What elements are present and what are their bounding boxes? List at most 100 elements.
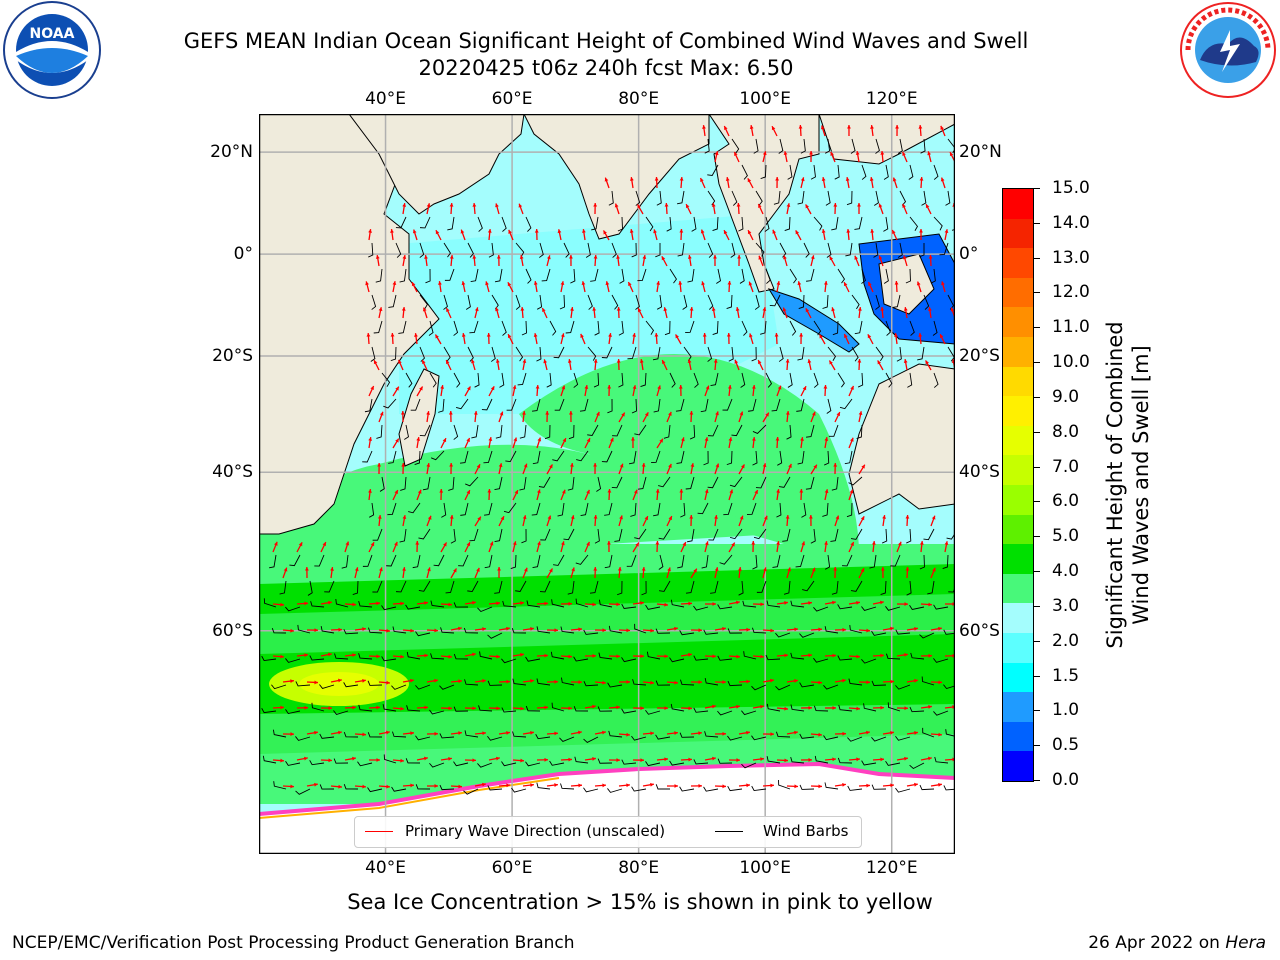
wave-arrow-head [496, 706, 500, 711]
wave-arrow-head [544, 757, 548, 762]
wave-arrow-head [927, 756, 932, 761]
colorbar-segment [1003, 425, 1033, 456]
wind-barb [919, 242, 925, 258]
wave-arrow-head [949, 152, 954, 157]
wave-arrow-head [402, 567, 406, 571]
lon-tick-bottom: 40°E [365, 858, 406, 878]
wind-barb [919, 784, 935, 791]
wind-barb [883, 268, 889, 284]
wind-barb [890, 554, 901, 567]
wind-barb [358, 653, 373, 660]
wave-arrow-head [593, 359, 598, 363]
wind-barb [727, 628, 743, 634]
wind-barb [871, 784, 887, 790]
lon-tick-top: 120°E [865, 89, 918, 109]
wave-arrow-head [642, 255, 647, 259]
wind-barb [295, 681, 311, 687]
wind-barb [453, 424, 459, 440]
wave-arrow-head [919, 541, 924, 545]
wind-barb [593, 372, 600, 388]
wave-arrow-head [593, 203, 598, 207]
wave-arrow-head [417, 489, 422, 494]
wind-barb [753, 138, 759, 154]
wind-barb [707, 164, 719, 176]
wave-arrow-head [435, 334, 439, 339]
wave-arrow-head [410, 731, 414, 736]
wind-barb [532, 450, 541, 465]
wave-arrow-head [819, 334, 823, 339]
wind-barb [369, 502, 375, 518]
wind-barb [532, 398, 541, 412]
wave-arrow-head [426, 463, 431, 467]
wind-barb [521, 528, 527, 544]
wind-barb [687, 268, 695, 283]
wind-barb [755, 476, 767, 489]
wind-barb [601, 346, 613, 359]
wind-barb [851, 294, 860, 310]
colorbar-tick-mark [1034, 501, 1040, 503]
wind-barb [430, 600, 445, 608]
wind-barb [775, 731, 791, 738]
wave-arrow-head [940, 177, 945, 182]
wind-barb [630, 502, 637, 517]
wave-arrow-head [619, 463, 624, 468]
wave-arrow-head [668, 411, 672, 416]
wave-arrow-head [592, 602, 596, 607]
wind-barb [382, 704, 397, 712]
wind-barb [563, 242, 570, 258]
colorbar-tick-label: 3.0 [1052, 595, 1080, 616]
wave-arrow-head [784, 653, 788, 658]
wave-arrow-head [506, 731, 510, 735]
wind-barb [443, 346, 451, 362]
lat-tick-right: 60°S [959, 620, 1000, 641]
wind-barb [909, 762, 925, 770]
wind-barb [433, 554, 445, 567]
wind-barb [933, 710, 949, 716]
wind-barb [412, 554, 421, 569]
wind-barb [261, 655, 277, 662]
wind-barb [367, 732, 383, 738]
wind-barb [551, 702, 565, 712]
wave-arrow-head [632, 385, 637, 390]
lat-tick-left: 60°S [212, 620, 253, 641]
wind-barb [727, 680, 743, 687]
wind-barb [383, 754, 397, 764]
ice-edge-yellow [258, 777, 560, 819]
wind-barb [333, 758, 349, 764]
wind-barb [848, 678, 863, 686]
wind-barb [679, 786, 695, 792]
wave-arrow-head [457, 626, 462, 631]
wind-barb [546, 372, 552, 388]
colorbar-segment [1003, 544, 1033, 575]
wave-arrow-head [435, 230, 440, 235]
wave-arrow-head [798, 125, 803, 129]
wave-arrow-head [496, 255, 501, 259]
wave-arrow-head [578, 680, 582, 685]
wind-barb [679, 630, 695, 636]
wave-arrow-head [772, 229, 777, 234]
wave-arrow-head [880, 307, 885, 311]
wind-barb [727, 735, 743, 741]
wave-arrow-head [712, 654, 716, 659]
wave-arrow-head [434, 731, 438, 736]
wind-barb [653, 398, 661, 413]
wind-barb [573, 656, 589, 662]
wave-arrow-head [290, 628, 294, 633]
wave-arrow-head [366, 333, 371, 337]
wave-arrow-head [805, 308, 810, 313]
wave-arrow-head [866, 783, 870, 788]
wind-barb [844, 450, 853, 465]
wind-barb [760, 164, 767, 179]
wind-barb [429, 372, 437, 388]
wave-arrow-head [327, 652, 332, 657]
wave-arrow-head [607, 489, 612, 493]
wave-arrow-head [760, 654, 764, 659]
colorbar-segment [1003, 721, 1033, 752]
wave-arrow-head [818, 680, 822, 685]
wave-arrow-head [941, 281, 945, 286]
wave-arrow-head [751, 385, 756, 389]
wave-arrow-head [927, 151, 932, 156]
wind-barb [813, 705, 829, 712]
wave-arrow-head [400, 411, 405, 415]
wave-arrow-head [489, 541, 494, 546]
